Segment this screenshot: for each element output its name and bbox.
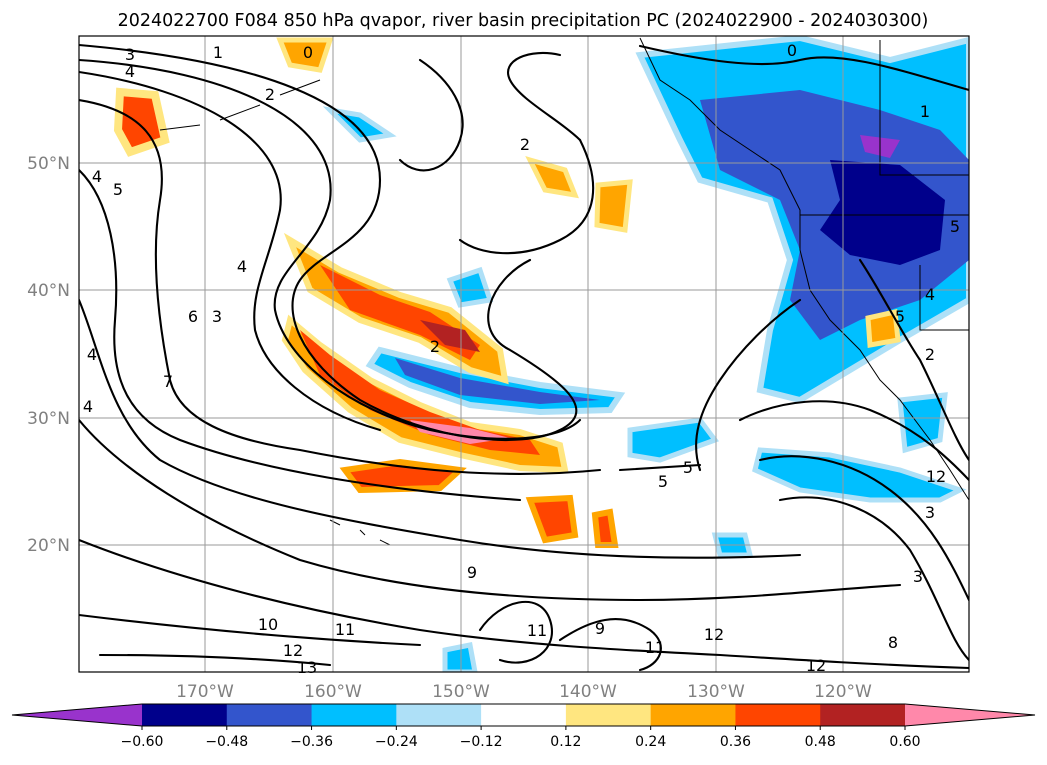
figure-title: 2024022700 F084 850 hPa qvapor, river ba… xyxy=(118,11,929,31)
lon-label: 150°W xyxy=(432,682,490,702)
contour-label: 3 xyxy=(925,503,935,522)
lon-label: 140°W xyxy=(559,682,617,702)
lat-label: 40°N xyxy=(27,281,70,301)
contour-label: 11 xyxy=(335,620,355,639)
contour-label: 4 xyxy=(237,257,247,276)
colorbar-segment xyxy=(735,704,821,726)
contour-label: 2 xyxy=(520,135,530,154)
pos-region-bc xyxy=(525,156,579,199)
lat-label: 50°N xyxy=(27,154,70,174)
neg-spot-5 xyxy=(897,392,948,454)
colorbar-segment xyxy=(650,704,736,726)
contour-label: 4 xyxy=(87,345,97,364)
neg-region-mid xyxy=(627,417,720,463)
contour-label: 3 xyxy=(125,45,135,64)
map-frame xyxy=(78,35,970,673)
pos-region-coast xyxy=(865,308,901,348)
contour-label: 4 xyxy=(125,62,135,81)
contour-label: 4 xyxy=(925,285,935,304)
lon-label: 160°W xyxy=(304,682,362,702)
lat-label: 20°N xyxy=(27,536,70,556)
colorbar-segment xyxy=(481,704,567,726)
qvapor-contours xyxy=(79,43,969,672)
pos-region-top xyxy=(276,37,334,73)
neg-spot-4 xyxy=(442,642,478,672)
longitude-labels: 170°W 160°W 150°W 140°W 130°W 120°W xyxy=(176,682,872,702)
colorbar-tick-label: 0.36 xyxy=(720,734,751,750)
map-panel: 3 4 1 0 2 2 0 1 4 5 5 4 6 3 7 4 4 2 4 5 … xyxy=(78,35,970,677)
colorbar-tick-label: −0.60 xyxy=(121,734,164,750)
contour-label: 0 xyxy=(787,41,797,60)
contour-label: 1 xyxy=(920,102,930,121)
contour-label: 2 xyxy=(925,345,935,364)
latitude-labels: 50°N 40°N 30°N 20°N xyxy=(27,154,70,556)
neg-region-south xyxy=(752,447,967,503)
colorbar-tick-label: 0.24 xyxy=(635,734,666,750)
colorbar-tick-label: 0.12 xyxy=(550,734,581,750)
pos-region-south-3 xyxy=(591,508,619,548)
contour-label: 2 xyxy=(265,85,275,104)
pos-region-bc-2 xyxy=(594,179,633,233)
lon-label: 130°W xyxy=(687,682,745,702)
colorbar-tick-label: 0.60 xyxy=(889,734,920,750)
colorbar-segment xyxy=(820,704,906,726)
contour-label: 12 xyxy=(704,625,724,644)
contour-label: 8 xyxy=(888,633,898,652)
contour-label: 9 xyxy=(595,619,605,638)
contour-label: 5 xyxy=(113,180,123,199)
contour-label: 4 xyxy=(92,167,102,186)
colorbar-tick-label: −0.48 xyxy=(205,734,248,750)
pos-region-nw xyxy=(113,87,170,157)
colorbar-segment xyxy=(226,704,313,726)
contour-label: 1 xyxy=(213,43,223,62)
contour-label: 5 xyxy=(658,472,668,491)
neg-band-central-core xyxy=(395,358,600,404)
contour-label: 5 xyxy=(683,458,693,477)
contour-label: 3 xyxy=(913,567,923,586)
lat-label: 30°N xyxy=(27,409,70,429)
contour-labels: 3 4 1 0 2 2 0 1 4 5 5 4 6 3 7 4 4 2 4 5 … xyxy=(83,41,960,677)
colorbar-tick-label: −0.36 xyxy=(290,734,333,750)
contour-label: 7 xyxy=(163,372,173,391)
colorbar-tick-label: 0.48 xyxy=(805,734,836,750)
coastlines xyxy=(159,37,969,546)
contour-label: 5 xyxy=(895,307,905,326)
graticule xyxy=(79,36,969,672)
contour-label: 3 xyxy=(212,307,222,326)
colorbar-segment xyxy=(565,704,652,726)
contour-label: 6 xyxy=(188,307,198,326)
colorbar-extend-max xyxy=(905,704,1035,726)
contour-label: 2 xyxy=(430,337,440,356)
colorbar-segment xyxy=(142,704,228,726)
contour-label: 11 xyxy=(527,621,547,640)
contour-label: 13 xyxy=(297,658,317,677)
contour-label: 12 xyxy=(806,656,826,675)
contour-label: 9 xyxy=(467,563,477,582)
colorbar-extend-min xyxy=(12,704,142,726)
neg-region-strong xyxy=(820,160,945,265)
contour-label: 4 xyxy=(83,397,93,416)
contour-label: 11 xyxy=(645,638,665,657)
neg-spot-1 xyxy=(446,266,494,308)
pos-region-south-2 xyxy=(525,494,579,544)
contour-label: 12 xyxy=(283,641,303,660)
contour-label: 12 xyxy=(926,467,946,486)
colorbar-segment xyxy=(396,704,482,726)
contour-label: 10 xyxy=(258,615,278,634)
colorbar: −0.60 −0.48 −0.36 −0.24 −0.12 0.12 0.24 0.36 0.4… xyxy=(11,703,1036,750)
lon-label: 120°W xyxy=(814,682,872,702)
pos-band-north-peak xyxy=(420,320,480,352)
pos-band-main xyxy=(281,314,569,474)
colorbar-tick-label: −0.24 xyxy=(375,734,418,750)
colorbar-tick-label: −0.12 xyxy=(460,734,503,750)
contour-label: 0 xyxy=(303,43,313,62)
lon-label: 170°W xyxy=(176,682,234,702)
contour-label: 5 xyxy=(950,217,960,236)
colorbar-segment xyxy=(311,704,397,726)
